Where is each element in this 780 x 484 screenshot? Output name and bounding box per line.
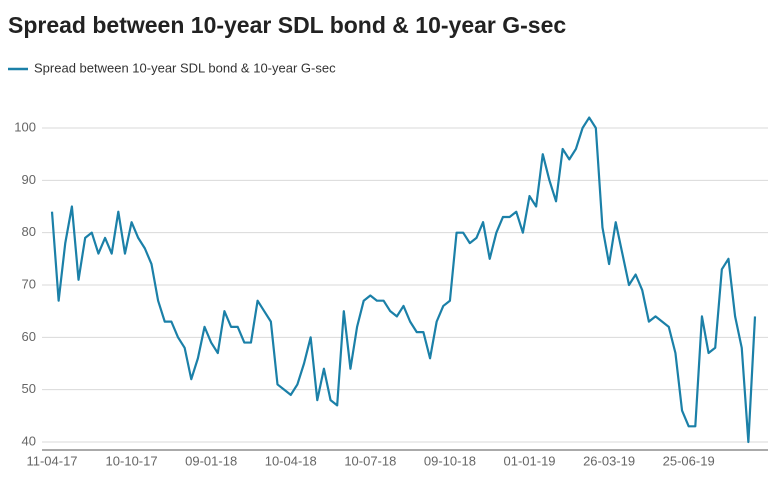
x-tick-label: 26-03-19 [583, 453, 635, 468]
x-tick-label: 25-06-19 [663, 453, 715, 468]
y-tick-label: 80 [22, 224, 36, 239]
y-tick-label: 100 [14, 119, 36, 134]
y-tick-label: 50 [22, 381, 36, 396]
x-tick-label: 11-04-17 [26, 453, 77, 468]
y-tick-label: 90 [22, 172, 36, 187]
x-tick-label: 10-07-18 [344, 453, 396, 468]
y-tick-label: 60 [22, 329, 36, 344]
x-tick-label: 09-01-18 [185, 453, 237, 468]
series-line [50, 116, 757, 444]
x-tick-label: 10-04-18 [265, 453, 317, 468]
y-tick-label: 70 [22, 276, 36, 291]
x-tick-label: 10-10-17 [106, 453, 158, 468]
chart-title: Spread between 10-year SDL bond & 10-yea… [8, 12, 566, 38]
legend-label: Spread between 10-year SDL bond & 10-yea… [34, 60, 336, 75]
y-tick-label: 40 [22, 433, 36, 448]
x-tick-label: 01-01-19 [503, 453, 555, 468]
x-tick-label: 09-10-18 [424, 453, 476, 468]
